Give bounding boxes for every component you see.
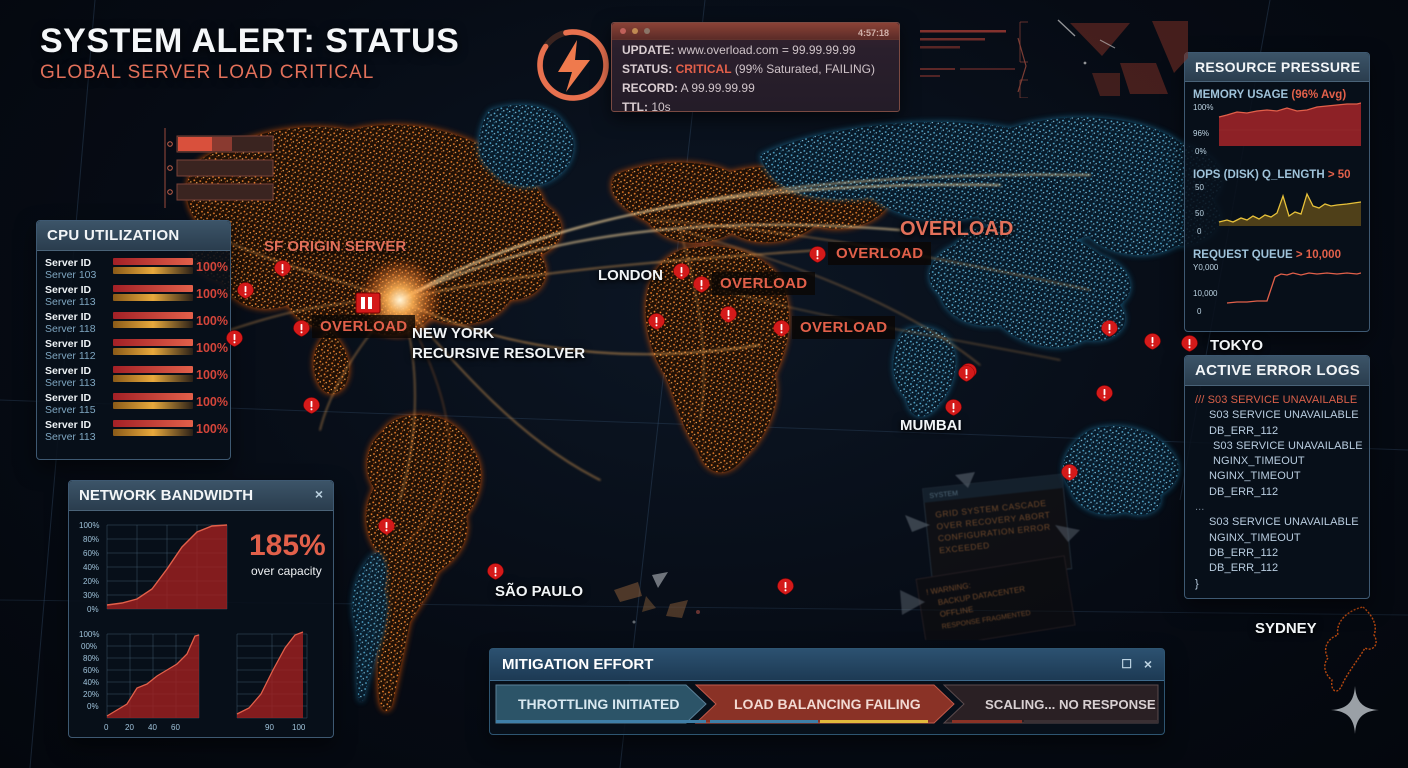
svg-text:00%: 00%: [81, 642, 97, 651]
svg-text:Y0,000: Y0,000: [1193, 263, 1219, 272]
svg-text:LOAD BALANCING FAILING: LOAD BALANCING FAILING: [734, 696, 921, 712]
svg-text:96%: 96%: [1193, 129, 1209, 138]
svg-text:over capacity: over capacity: [251, 564, 322, 578]
svg-text:SCALING... NO RESPONSE: SCALING... NO RESPONSE: [985, 697, 1156, 712]
svg-text:40%: 40%: [83, 563, 99, 572]
svg-text:100%: 100%: [1193, 103, 1213, 112]
svg-text:0%: 0%: [87, 605, 99, 614]
svg-text:50: 50: [1195, 183, 1204, 192]
svg-text:80%: 80%: [83, 654, 99, 663]
svg-text:THROTTLING INITIATED: THROTTLING INITIATED: [518, 696, 680, 712]
svg-text:60%: 60%: [83, 549, 99, 558]
svg-text:0: 0: [1197, 307, 1202, 316]
svg-text:20%: 20%: [83, 577, 99, 586]
svg-text:20%: 20%: [83, 690, 99, 699]
svg-text:0: 0: [104, 723, 109, 732]
svg-text:20: 20: [125, 723, 134, 732]
svg-text:0%: 0%: [87, 702, 99, 711]
svg-text:185%: 185%: [249, 529, 325, 562]
svg-text:100: 100: [292, 723, 306, 732]
svg-text:0: 0: [1197, 227, 1202, 236]
svg-text:50: 50: [1195, 209, 1204, 218]
svg-text:30%: 30%: [83, 591, 99, 600]
svg-text:10,000: 10,000: [1193, 289, 1218, 298]
svg-text:100%: 100%: [79, 521, 99, 530]
svg-text:60%: 60%: [83, 666, 99, 675]
svg-text:100%: 100%: [79, 630, 99, 639]
svg-text:40: 40: [148, 723, 157, 732]
svg-text:0%: 0%: [1195, 147, 1207, 156]
svg-text:60: 60: [171, 723, 180, 732]
svg-text:80%: 80%: [83, 535, 99, 544]
svg-text:40%: 40%: [83, 678, 99, 687]
svg-text:90: 90: [265, 723, 274, 732]
